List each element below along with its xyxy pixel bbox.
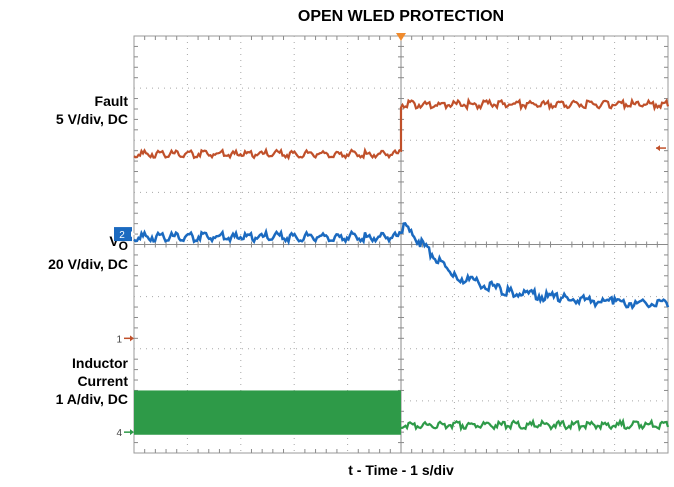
channel-2-marker-number: 2 bbox=[119, 230, 125, 241]
vo-name: VO bbox=[48, 232, 128, 255]
fault-scale: 5 V/div, DC bbox=[55, 111, 128, 127]
inductor-scale: 1 A/div, DC bbox=[55, 391, 128, 407]
vo-scale: 20 V/div, DC bbox=[48, 255, 128, 272]
vo-trace bbox=[133, 222, 670, 311]
channel-4-marker-arrow bbox=[130, 429, 134, 436]
trigger-marker bbox=[396, 33, 406, 41]
vo-name-main: V bbox=[109, 233, 119, 249]
inductor-name-2: Current bbox=[77, 373, 128, 389]
vo-name-sub: O bbox=[118, 238, 128, 253]
inductor-label: Inductor Current 1 A/div, DC bbox=[56, 354, 128, 408]
channel-1-marker-number: 1 bbox=[116, 334, 122, 345]
inductor-current-trace bbox=[400, 417, 670, 433]
fault-trace bbox=[133, 96, 670, 161]
fault-name: Fault bbox=[94, 93, 128, 109]
vo-label: VO 20 V/div, DC bbox=[48, 232, 128, 273]
fault-label: Fault 5 V/div, DC bbox=[56, 92, 128, 128]
channel-2-marker-arrow bbox=[131, 231, 135, 238]
inductor-name-1: Inductor bbox=[72, 355, 128, 371]
chart-title: OPEN WLED PROTECTION bbox=[297, 8, 505, 25]
channel-2-marker-box bbox=[114, 227, 132, 242]
x-axis-label: t - Time - 1 s/div bbox=[348, 462, 454, 478]
inductor-switching-band bbox=[134, 390, 401, 435]
channel-4-marker-number: 4 bbox=[116, 428, 122, 439]
reference-marker-arrow bbox=[656, 145, 660, 152]
channel-1-marker-arrow bbox=[130, 335, 134, 342]
